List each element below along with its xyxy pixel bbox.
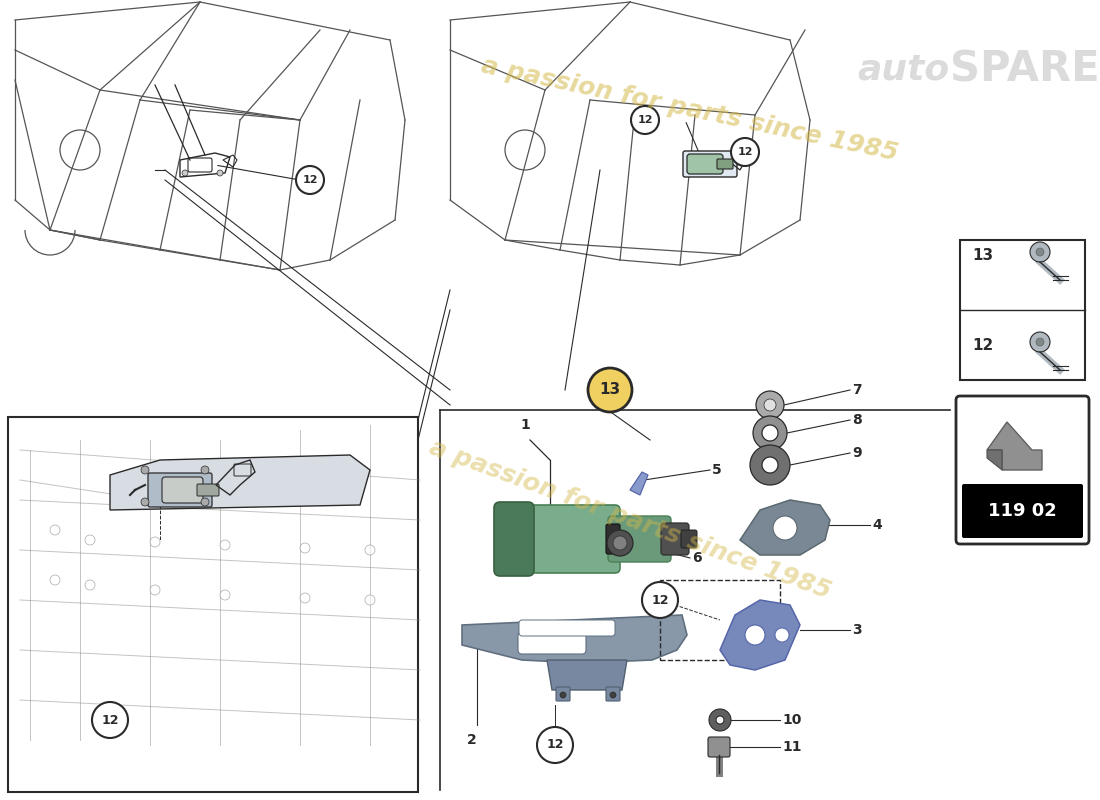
- Circle shape: [773, 516, 798, 540]
- Polygon shape: [720, 600, 800, 670]
- Text: 12: 12: [637, 115, 652, 125]
- FancyBboxPatch shape: [717, 159, 733, 169]
- Text: 12: 12: [972, 338, 993, 353]
- Circle shape: [1030, 332, 1050, 352]
- Circle shape: [220, 540, 230, 550]
- Circle shape: [642, 582, 678, 618]
- Text: 5: 5: [712, 463, 722, 477]
- FancyBboxPatch shape: [962, 484, 1084, 538]
- FancyBboxPatch shape: [148, 473, 212, 507]
- FancyBboxPatch shape: [688, 154, 723, 174]
- Circle shape: [85, 580, 95, 590]
- FancyBboxPatch shape: [162, 477, 204, 503]
- Polygon shape: [462, 615, 688, 663]
- Text: 9: 9: [852, 446, 861, 460]
- Circle shape: [300, 593, 310, 603]
- Circle shape: [201, 466, 209, 474]
- Circle shape: [1036, 248, 1044, 256]
- FancyBboxPatch shape: [519, 620, 615, 636]
- Circle shape: [560, 692, 566, 698]
- FancyBboxPatch shape: [683, 151, 737, 177]
- Polygon shape: [987, 450, 1002, 470]
- Circle shape: [220, 590, 230, 600]
- Circle shape: [588, 368, 632, 412]
- Circle shape: [182, 170, 188, 176]
- Wedge shape: [750, 445, 790, 485]
- Text: 12: 12: [101, 714, 119, 726]
- Text: 4: 4: [872, 518, 882, 532]
- Text: auto: auto: [858, 53, 950, 87]
- Text: 12: 12: [737, 147, 752, 157]
- Circle shape: [756, 391, 784, 419]
- Circle shape: [537, 727, 573, 763]
- FancyBboxPatch shape: [606, 687, 620, 701]
- FancyBboxPatch shape: [956, 396, 1089, 544]
- Circle shape: [150, 585, 160, 595]
- Text: 13: 13: [972, 247, 993, 262]
- Text: SPARES: SPARES: [950, 49, 1100, 91]
- Circle shape: [141, 466, 149, 474]
- FancyBboxPatch shape: [708, 737, 730, 757]
- Circle shape: [300, 543, 310, 553]
- Text: 12: 12: [302, 175, 318, 185]
- Text: a passion for parts since 1985: a passion for parts since 1985: [426, 436, 834, 604]
- FancyBboxPatch shape: [197, 484, 219, 496]
- Circle shape: [613, 536, 627, 550]
- Circle shape: [296, 166, 324, 194]
- Text: 13: 13: [600, 382, 620, 398]
- Text: 12: 12: [651, 594, 669, 606]
- Polygon shape: [740, 500, 830, 555]
- Polygon shape: [987, 422, 1042, 470]
- Circle shape: [50, 525, 60, 535]
- Circle shape: [631, 106, 659, 134]
- FancyBboxPatch shape: [515, 505, 620, 573]
- Circle shape: [141, 498, 149, 506]
- Text: 119 02: 119 02: [988, 502, 1056, 520]
- Circle shape: [365, 545, 375, 555]
- Text: 7: 7: [852, 383, 861, 397]
- Circle shape: [745, 625, 764, 645]
- Circle shape: [50, 575, 60, 585]
- FancyBboxPatch shape: [494, 502, 534, 576]
- Wedge shape: [710, 709, 732, 731]
- FancyBboxPatch shape: [681, 530, 697, 548]
- Text: a passion for parts since 1985: a passion for parts since 1985: [478, 54, 900, 166]
- Circle shape: [1030, 242, 1050, 262]
- Text: 12: 12: [547, 738, 563, 751]
- Circle shape: [607, 530, 632, 556]
- FancyBboxPatch shape: [608, 516, 671, 562]
- Text: 8: 8: [852, 413, 861, 427]
- Circle shape: [150, 537, 160, 547]
- Text: 3: 3: [852, 623, 861, 637]
- Circle shape: [776, 628, 789, 642]
- Text: 1: 1: [520, 418, 530, 432]
- FancyBboxPatch shape: [8, 417, 418, 792]
- Circle shape: [201, 498, 209, 506]
- Wedge shape: [754, 416, 786, 450]
- FancyBboxPatch shape: [960, 240, 1085, 380]
- Text: 10: 10: [782, 713, 802, 727]
- Circle shape: [217, 170, 223, 176]
- Polygon shape: [110, 455, 370, 510]
- Circle shape: [1036, 338, 1044, 346]
- FancyBboxPatch shape: [606, 524, 620, 554]
- Text: 11: 11: [782, 740, 802, 754]
- Circle shape: [610, 692, 616, 698]
- Text: 6: 6: [692, 551, 702, 565]
- Circle shape: [732, 138, 759, 166]
- Circle shape: [764, 399, 776, 411]
- FancyBboxPatch shape: [556, 687, 570, 701]
- Circle shape: [92, 702, 128, 738]
- Polygon shape: [547, 660, 627, 690]
- Circle shape: [365, 595, 375, 605]
- Polygon shape: [630, 472, 648, 495]
- Text: 2: 2: [468, 733, 477, 747]
- Circle shape: [85, 535, 95, 545]
- FancyBboxPatch shape: [661, 523, 689, 555]
- FancyBboxPatch shape: [518, 632, 586, 654]
